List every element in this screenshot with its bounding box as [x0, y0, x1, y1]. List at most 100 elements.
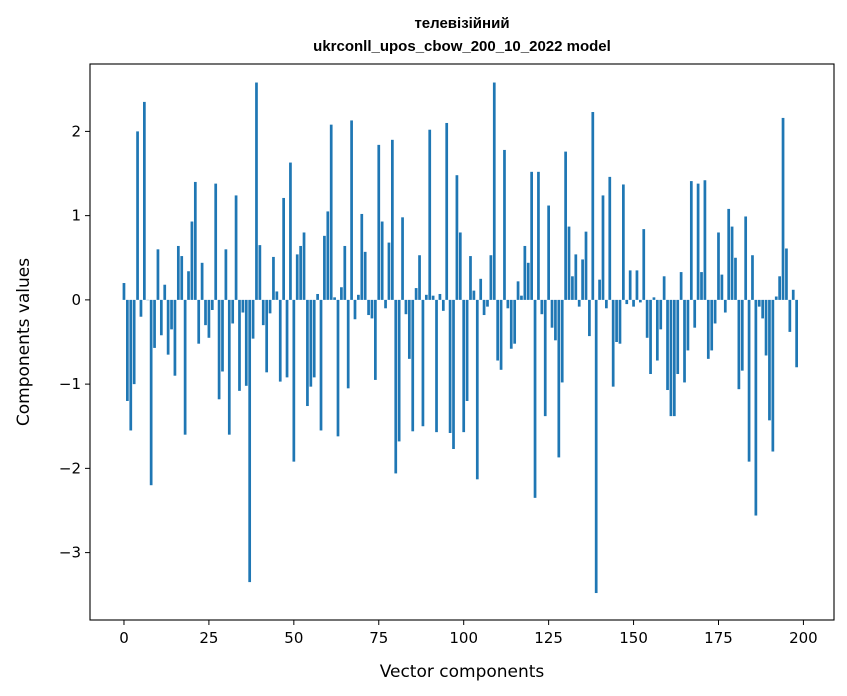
bar	[649, 299, 652, 375]
x-tick-label: 100	[449, 629, 478, 647]
bar	[312, 299, 316, 378]
x-tick-label: 0	[119, 629, 129, 647]
x-tick-label: 125	[534, 629, 563, 647]
bar	[659, 299, 663, 330]
bar	[740, 299, 744, 371]
bar	[129, 299, 133, 431]
bar	[513, 299, 517, 344]
bar	[492, 82, 496, 300]
bar	[126, 299, 129, 401]
x-tick-label: 200	[789, 629, 818, 647]
bar	[306, 299, 309, 407]
bar	[238, 299, 241, 391]
bar	[706, 299, 710, 359]
plot-frame	[89, 63, 835, 621]
bar	[632, 299, 635, 307]
bar	[455, 175, 459, 300]
bar	[285, 299, 289, 378]
bar	[475, 299, 479, 480]
bar	[210, 299, 214, 310]
bar	[445, 122, 449, 300]
bar	[323, 235, 326, 300]
bar	[754, 299, 758, 516]
bar	[258, 245, 262, 300]
bar	[374, 299, 377, 380]
bar	[635, 270, 639, 300]
bar	[143, 101, 146, 300]
bar	[567, 226, 571, 300]
bar	[720, 274, 724, 300]
bar	[377, 144, 381, 300]
bar	[424, 294, 428, 300]
bar	[785, 248, 788, 300]
bar	[231, 299, 235, 324]
bar	[316, 293, 319, 300]
bar	[204, 299, 207, 326]
bar	[132, 299, 136, 385]
y-tick-label: −3	[59, 544, 81, 562]
bar	[170, 299, 173, 330]
bar	[139, 299, 143, 317]
bar	[272, 256, 275, 300]
bar	[526, 262, 530, 300]
bar	[214, 183, 218, 300]
bar	[295, 254, 299, 300]
bar	[601, 195, 605, 300]
bar	[241, 299, 245, 313]
bar	[255, 82, 258, 300]
bar	[340, 287, 343, 300]
x-tick-label: 25	[199, 629, 218, 647]
x-tick-label: 175	[704, 629, 733, 647]
bar	[588, 299, 591, 337]
bar	[248, 299, 252, 583]
bar	[618, 299, 622, 344]
bar	[268, 299, 272, 314]
bar	[428, 129, 432, 300]
bar	[686, 299, 690, 351]
bar	[757, 299, 761, 307]
y-tick-label: −2	[59, 459, 81, 477]
bar	[418, 255, 421, 300]
chart-title-line2: ukrconll_upos_cbow_200_10_2022 model	[313, 38, 611, 55]
x-axis-ticks: 0 25 50 75 100 125 150 175 200	[119, 620, 818, 647]
bar	[791, 289, 795, 300]
bar	[360, 213, 364, 300]
bar	[343, 245, 347, 300]
bar	[190, 221, 194, 300]
bar	[176, 245, 180, 300]
bar	[774, 296, 778, 300]
bar	[187, 271, 190, 300]
bar	[676, 299, 680, 375]
bar	[265, 299, 269, 373]
bar	[550, 299, 554, 328]
bar	[462, 299, 466, 433]
bar	[183, 299, 187, 435]
y-axis-label: Components values	[14, 258, 34, 426]
bar	[329, 124, 333, 300]
bar	[122, 283, 126, 300]
bar	[193, 181, 197, 300]
bar	[652, 297, 656, 300]
bar	[560, 299, 564, 383]
y-tick-label: 1	[71, 207, 81, 225]
bar	[251, 299, 255, 339]
bar	[234, 195, 238, 300]
bar	[489, 255, 493, 300]
bar	[713, 299, 717, 324]
y-axis-ticks: −3 −2 −1 0 1 2	[59, 122, 90, 562]
x-tick-label: 75	[369, 629, 388, 647]
bar	[730, 226, 734, 300]
bar	[689, 181, 693, 300]
bar	[166, 299, 170, 355]
bar	[353, 299, 357, 320]
bar	[401, 217, 404, 300]
bar	[509, 299, 513, 349]
bar	[666, 299, 669, 391]
bar	[696, 183, 700, 300]
bar	[221, 299, 224, 372]
bar	[761, 299, 765, 319]
bar	[771, 299, 775, 452]
bar	[543, 299, 547, 417]
bar	[645, 299, 649, 338]
bar	[309, 299, 313, 387]
